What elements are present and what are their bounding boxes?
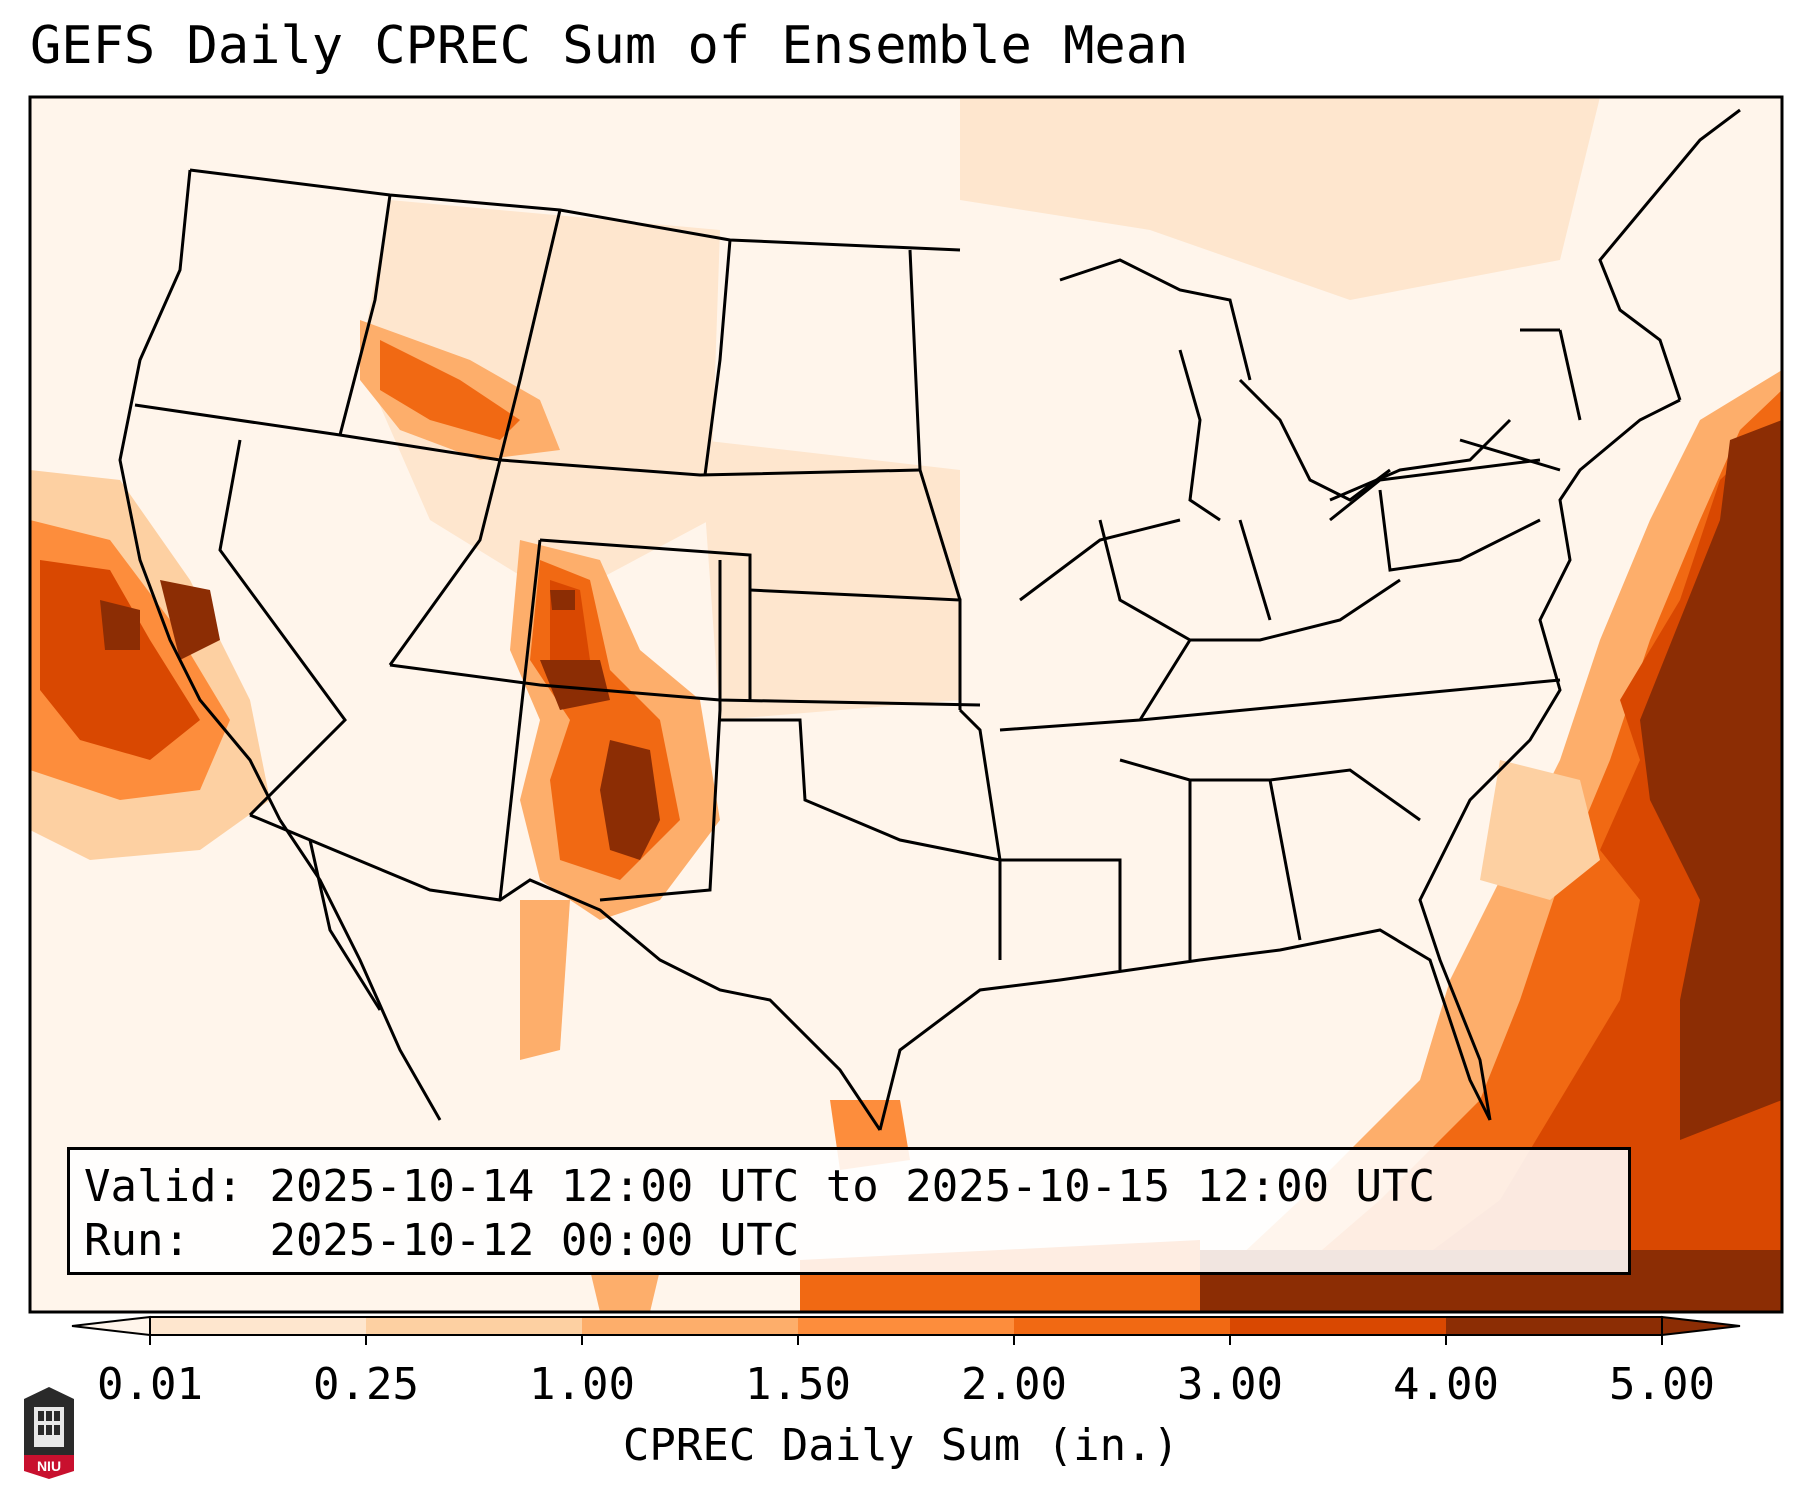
valid-run-info-box: Valid: 2025-10-14 12:00 UTC to 2025-10-1… <box>67 1147 1631 1275</box>
boundaries <box>118 108 1741 1131</box>
niu-logo-icon: NIU <box>24 1387 74 1479</box>
colorbar-segment <box>1230 1317 1447 1335</box>
colorbar-tick-label: 2.00 <box>961 1359 1067 1410</box>
valid-line: Valid: 2025-10-14 12:00 UTC to 2025-10-1… <box>84 1160 1614 1214</box>
colorbar-segment <box>582 1317 799 1335</box>
colorbar-segments <box>150 1317 1663 1335</box>
map-frame <box>28 95 1784 1314</box>
colorbar-segment <box>150 1317 367 1335</box>
colorbar-ticks <box>149 1335 1663 1345</box>
colorbar-segment <box>1446 1317 1663 1335</box>
valid-time-range: 2025-10-14 12:00 UTC to 2025-10-15 12:00… <box>269 1161 1436 1212</box>
colorbar-tick-label: 4.00 <box>1393 1359 1499 1410</box>
run-line: Run: 2025-10-12 00:00 UTC <box>84 1214 1614 1268</box>
colorbar-title: CPREC Daily Sum (in.) <box>622 1420 1180 1471</box>
colorbar-tick-label: 3.00 <box>1177 1359 1283 1410</box>
figure-title: GEFS Daily CPREC Sum of Ensemble Mean <box>30 16 1189 76</box>
colorbar-segment <box>1014 1317 1231 1335</box>
valid-label: Valid: <box>84 1161 243 1212</box>
colorbar-tick-label: 5.00 <box>1609 1359 1715 1410</box>
colorbar-tick-label: 0.01 <box>97 1359 203 1410</box>
colorbar-outline <box>149 1316 1663 1336</box>
colorbar <box>71 1315 1741 1345</box>
colorbar-tick-label: 1.50 <box>745 1359 851 1410</box>
colorbar-segment <box>366 1317 583 1335</box>
run-time: 2025-10-12 00:00 UTC <box>269 1215 800 1266</box>
svg-text:NIU: NIU <box>37 1458 61 1474</box>
run-label: Run: <box>84 1215 190 1266</box>
colorbar-tick-label: 1.00 <box>529 1359 635 1410</box>
colorbar-tick-label: 0.25 <box>313 1359 419 1410</box>
colorbar-extend-left <box>71 1315 151 1337</box>
colorbar-segment <box>798 1317 1015 1335</box>
colorbar-extend-right <box>1661 1315 1741 1337</box>
